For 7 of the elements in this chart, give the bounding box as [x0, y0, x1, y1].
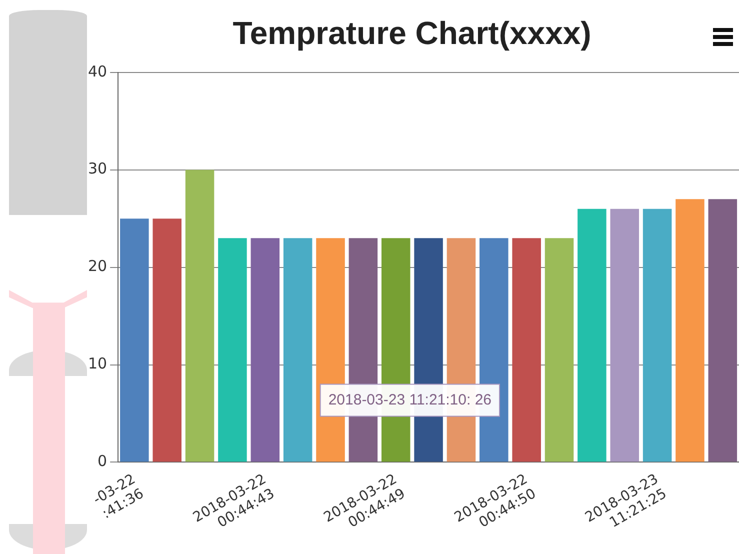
- y-tick-label: 40: [88, 62, 108, 80]
- y-tick-label: 10: [88, 354, 108, 373]
- y-tick-label: 20: [88, 257, 108, 276]
- y-tick-label: 0: [98, 452, 108, 470]
- chart-title: Temprature Chart(xxxx): [232, 15, 592, 52]
- annotation: 2018-03-23 11:21:10: 26: [328, 391, 492, 408]
- y-tick-label: 30: [88, 160, 108, 178]
